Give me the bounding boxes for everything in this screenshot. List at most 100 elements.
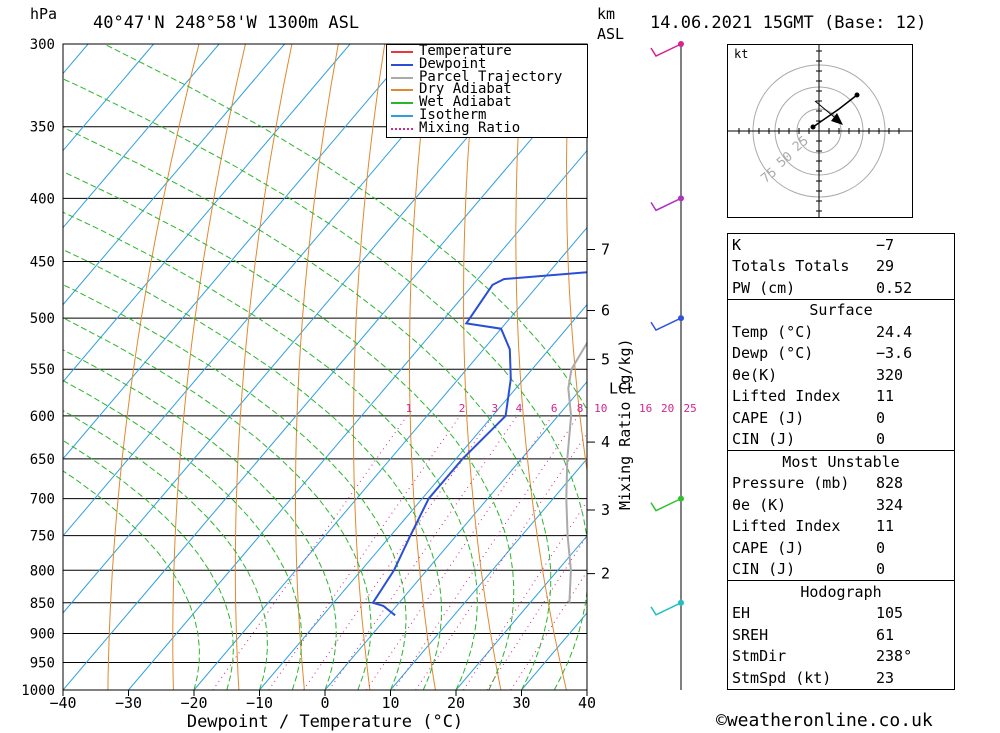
stats-label: StmDir	[727, 645, 872, 667]
stats-value: 0	[872, 537, 955, 559]
isotherm-line	[324, 380, 587, 690]
dry-adiabat-line	[515, 44, 567, 690]
legend-item: Dewpoint	[387, 55, 587, 72]
stats-label: SREH	[727, 624, 872, 646]
wet-adiabat-line	[63, 410, 268, 690]
stats-label: K	[727, 233, 872, 256]
lcl-label: LCL	[609, 379, 636, 397]
location-title: 40°47'N 248°58'W 1300m ASL	[93, 13, 360, 33]
dry-adiabat-line	[408, 44, 436, 690]
dry-adiabat-line	[107, 44, 200, 690]
pressure-tick-label: 750	[30, 529, 55, 545]
stats-value: 0	[872, 558, 955, 581]
stats-table: K −7 Totals Totals 29 PW (cm) 0.52 Surface Temp…	[727, 233, 955, 690]
isotherm-line	[63, 72, 587, 690]
legend-item: Temperature	[387, 44, 587, 58]
pressure-tick-label: 600	[30, 409, 55, 425]
legend-swatch	[391, 63, 413, 66]
stats-section-header: Hodograph	[727, 580, 955, 603]
copyright: ©weatheronline.co.uk	[716, 710, 933, 731]
wet-adiabat-line	[63, 317, 372, 690]
stats-value: 320	[872, 364, 955, 386]
stats-label: Dewp (°C)	[727, 342, 872, 364]
km-tick-label: 5	[601, 350, 610, 368]
wind-barb	[650, 602, 682, 616]
stats-label: θe(K)	[727, 364, 872, 386]
stats-label: θe (K)	[727, 494, 872, 516]
stats-value: 11	[872, 385, 955, 407]
pressure-tick-label: 450	[30, 255, 55, 271]
mixing-ratio-axis-label: Mixing Ratio (g/kg)	[616, 338, 634, 510]
stats-row: θe (K) 324	[727, 494, 955, 516]
wind-barb	[650, 497, 682, 512]
stats-row: Lifted Index 11	[727, 515, 955, 537]
legend-label: Wet Adiabat	[419, 94, 512, 111]
mixing-ratio-label: 3	[492, 402, 499, 415]
pressure-tick-label: 850	[30, 596, 55, 612]
isotherm-line	[63, 44, 482, 537]
pressure-tick-label: 700	[30, 492, 55, 508]
stats-label: Temp (°C)	[727, 321, 872, 343]
legend-label: Dewpoint	[419, 55, 487, 72]
mixing-ratio-line	[268, 415, 461, 690]
mixing-ratio-label: 20	[661, 402, 674, 415]
mixing-ratio-label: 16	[639, 402, 652, 415]
stats-row: CIN (J) 0	[727, 428, 955, 451]
legend-item: Wet Adiabat	[387, 94, 587, 111]
stats-row: CAPE (J) 0	[727, 407, 955, 429]
stats-label: CAPE (J)	[727, 537, 872, 559]
pressure-tick-label: 550	[30, 362, 55, 378]
wet-adiabat-line	[63, 78, 587, 690]
stats-label: CIN (J)	[727, 428, 872, 451]
pressure-tick-label: 800	[30, 563, 55, 579]
stats-value: 61	[872, 624, 955, 646]
pressure-tick-label: 900	[30, 626, 55, 642]
legend-label: Mixing Ratio	[419, 119, 521, 136]
stats-label: CIN (J)	[727, 558, 872, 581]
stats-value: 29	[872, 255, 955, 277]
stats-label: Pressure (mb)	[727, 472, 872, 494]
dry-adiabat-line	[565, 44, 587, 474]
isotherm-line	[193, 226, 587, 690]
stats-row: θe(K) 320	[727, 364, 955, 386]
legend-swatch	[391, 76, 413, 79]
stats-label: CAPE (J)	[727, 407, 872, 429]
isotherm-line	[63, 44, 547, 614]
wet-adiabat-line	[63, 349, 337, 690]
stats-row: CIN (J) 0	[727, 558, 955, 581]
stats-row: Lifted Index 11	[727, 385, 955, 407]
isotherm-line	[455, 535, 587, 690]
isotherm-line	[63, 44, 220, 229]
stats-row: Dewp (°C) −3.6	[727, 342, 955, 364]
x-tick-label: 0	[320, 694, 329, 712]
stats-value: 23	[872, 667, 955, 690]
isotherm-line	[128, 149, 587, 690]
stats-value: 828	[872, 472, 955, 494]
stats-label: Lifted Index	[727, 515, 872, 537]
stats-row: Totals Totals 29	[727, 255, 955, 277]
isotherm-line	[390, 458, 587, 690]
mixing-ratio-label: 25	[684, 402, 697, 415]
legend-label: Isotherm	[419, 106, 487, 123]
mixing-ratio-label: 10	[594, 402, 607, 415]
pressure-unit-label: hPa	[30, 5, 58, 23]
stats-section-header: Surface	[727, 298, 955, 321]
wet-adiabat-line	[63, 211, 478, 690]
stats-value: −3.6	[872, 342, 955, 364]
stats-value: −7	[872, 233, 955, 256]
stats-row: Temp (°C) 24.4	[727, 321, 955, 343]
pressure-tick-label: 950	[30, 655, 55, 671]
x-tick-label: 20	[447, 694, 465, 712]
mixing-ratio-label: 4	[516, 402, 523, 415]
wind-barb	[650, 317, 682, 332]
pressure-tick-label: 500	[30, 311, 55, 327]
hodograph-ring-label: 50	[774, 149, 796, 171]
stats-label: Totals Totals	[727, 255, 872, 277]
legend: Temperature Dewpoint Parcel Trajectory Dry …	[386, 44, 588, 138]
stats-value: 0	[872, 407, 955, 429]
x-tick-label: 10	[381, 694, 399, 712]
pressure-tick-label: 350	[30, 120, 55, 136]
mixing-ratio-label: 8	[577, 402, 584, 415]
legend-item: Mixing Ratio	[387, 119, 587, 136]
hodograph-trace	[812, 94, 858, 128]
